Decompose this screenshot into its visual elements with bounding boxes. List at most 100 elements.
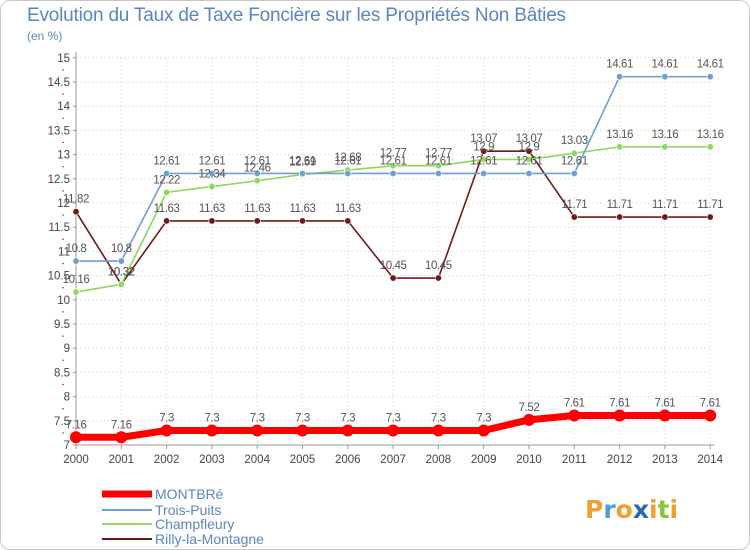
data-point [704, 409, 717, 422]
data-point [298, 169, 306, 177]
y-tick-label: 10.5 [48, 271, 70, 283]
data-point [389, 162, 397, 170]
x-tick-label: 2002 [154, 454, 180, 466]
y-tick-label: 13.5 [48, 125, 70, 137]
data-label: 7.61 [609, 397, 630, 409]
data-point [341, 424, 354, 437]
data-point [253, 217, 261, 225]
x-tick-label: 2013 [652, 454, 678, 466]
data-label: 11.71 [697, 199, 723, 211]
y-tick-label: 12 [57, 198, 70, 210]
data-point [208, 183, 216, 191]
data-label: 12.61 [289, 155, 316, 167]
data-point [706, 73, 714, 81]
data-point [613, 409, 626, 422]
data-label: 12.59 [289, 156, 316, 168]
y-tick-label: 11.5 [48, 222, 70, 234]
data-point [387, 424, 400, 437]
x-tick-label: 2009 [471, 454, 497, 466]
x-tick-label: 2011 [562, 454, 587, 466]
data-point [706, 143, 714, 151]
data-point [568, 409, 581, 422]
data-point [661, 73, 669, 81]
data-point [298, 217, 306, 225]
plot-area [76, 57, 711, 446]
data-label: 10.8 [111, 243, 132, 255]
data-label: 7.61 [655, 397, 676, 409]
data-point [117, 257, 125, 265]
data-label: 12.61 [561, 155, 588, 167]
data-point [70, 431, 82, 444]
data-label: 11.63 [335, 203, 361, 215]
data-point [480, 147, 488, 155]
data-label: 13.07 [470, 133, 497, 145]
data-label: 7.3 [205, 412, 220, 424]
x-tick-label: 2010 [516, 454, 542, 466]
data-point [570, 213, 578, 221]
data-label: 12.68 [334, 152, 361, 164]
data-label: 12.61 [244, 155, 271, 167]
data-label: 7.52 [519, 402, 540, 414]
x-tick-label: 2003 [199, 454, 225, 466]
x-tick-label: 2006 [335, 454, 361, 466]
y-unit-label: (en %) [27, 29, 63, 43]
data-label: 10.45 [425, 260, 452, 272]
data-point [570, 149, 578, 157]
legend-label: MONTBRé [155, 486, 224, 502]
logo-letter: x [633, 495, 649, 524]
y-tick-label: 15 [57, 53, 70, 65]
data-point [480, 155, 488, 163]
data-label: 7.3 [295, 412, 310, 424]
data-point [344, 217, 352, 225]
data-point [525, 155, 533, 163]
x-tick-label: 2004 [244, 454, 270, 466]
data-point [115, 431, 128, 444]
x-tick-label: 2000 [63, 454, 89, 466]
data-point [208, 169, 216, 177]
data-label: 12.34 [199, 169, 227, 181]
data-label: 11.71 [607, 199, 633, 211]
logo-letter: r [603, 495, 616, 524]
data-point [434, 162, 442, 170]
data-point [661, 143, 669, 151]
data-label: 10.32 [108, 266, 135, 278]
data-point [253, 169, 261, 177]
y-tick-label: 7.5 [54, 416, 70, 428]
y-tick-label: 12.5 [48, 174, 70, 186]
data-label: 12.9 [473, 141, 494, 153]
y-tick-label: 8 [64, 392, 70, 404]
data-label: 12.77 [425, 148, 452, 160]
data-label: 13.03 [561, 135, 588, 147]
data-point [661, 213, 669, 221]
proxiti-logo: Proxiti [585, 495, 678, 524]
data-label: 7.3 [340, 412, 355, 424]
data-label: 7.61 [564, 397, 585, 409]
data-label: 11.63 [290, 203, 316, 215]
data-point [163, 169, 171, 177]
x-tick-label: 2007 [380, 454, 406, 466]
logo-letter: o [616, 495, 633, 524]
data-point [480, 169, 488, 177]
data-point [296, 424, 309, 437]
data-point [253, 177, 261, 185]
data-point [432, 424, 445, 437]
data-label: 12.9 [519, 141, 540, 153]
y-tick-label: 7 [64, 440, 70, 452]
data-label: 10.32 [108, 266, 135, 278]
data-label: 13.16 [697, 129, 724, 141]
data-point [389, 274, 397, 282]
data-point [523, 413, 535, 426]
chart-title: Evolution du Taux de Taxe Foncière sur l… [27, 5, 566, 26]
data-label: 11.63 [154, 203, 180, 215]
data-point [117, 280, 125, 288]
x-tick-label: 2008 [426, 454, 452, 466]
data-point [434, 274, 442, 282]
data-label: 11.82 [63, 194, 89, 206]
data-label: 14.61 [652, 59, 679, 71]
data-point [570, 169, 578, 177]
data-point [658, 409, 671, 422]
y-tick-label: 9.5 [54, 319, 70, 331]
x-tick-label: 2001 [109, 454, 135, 466]
